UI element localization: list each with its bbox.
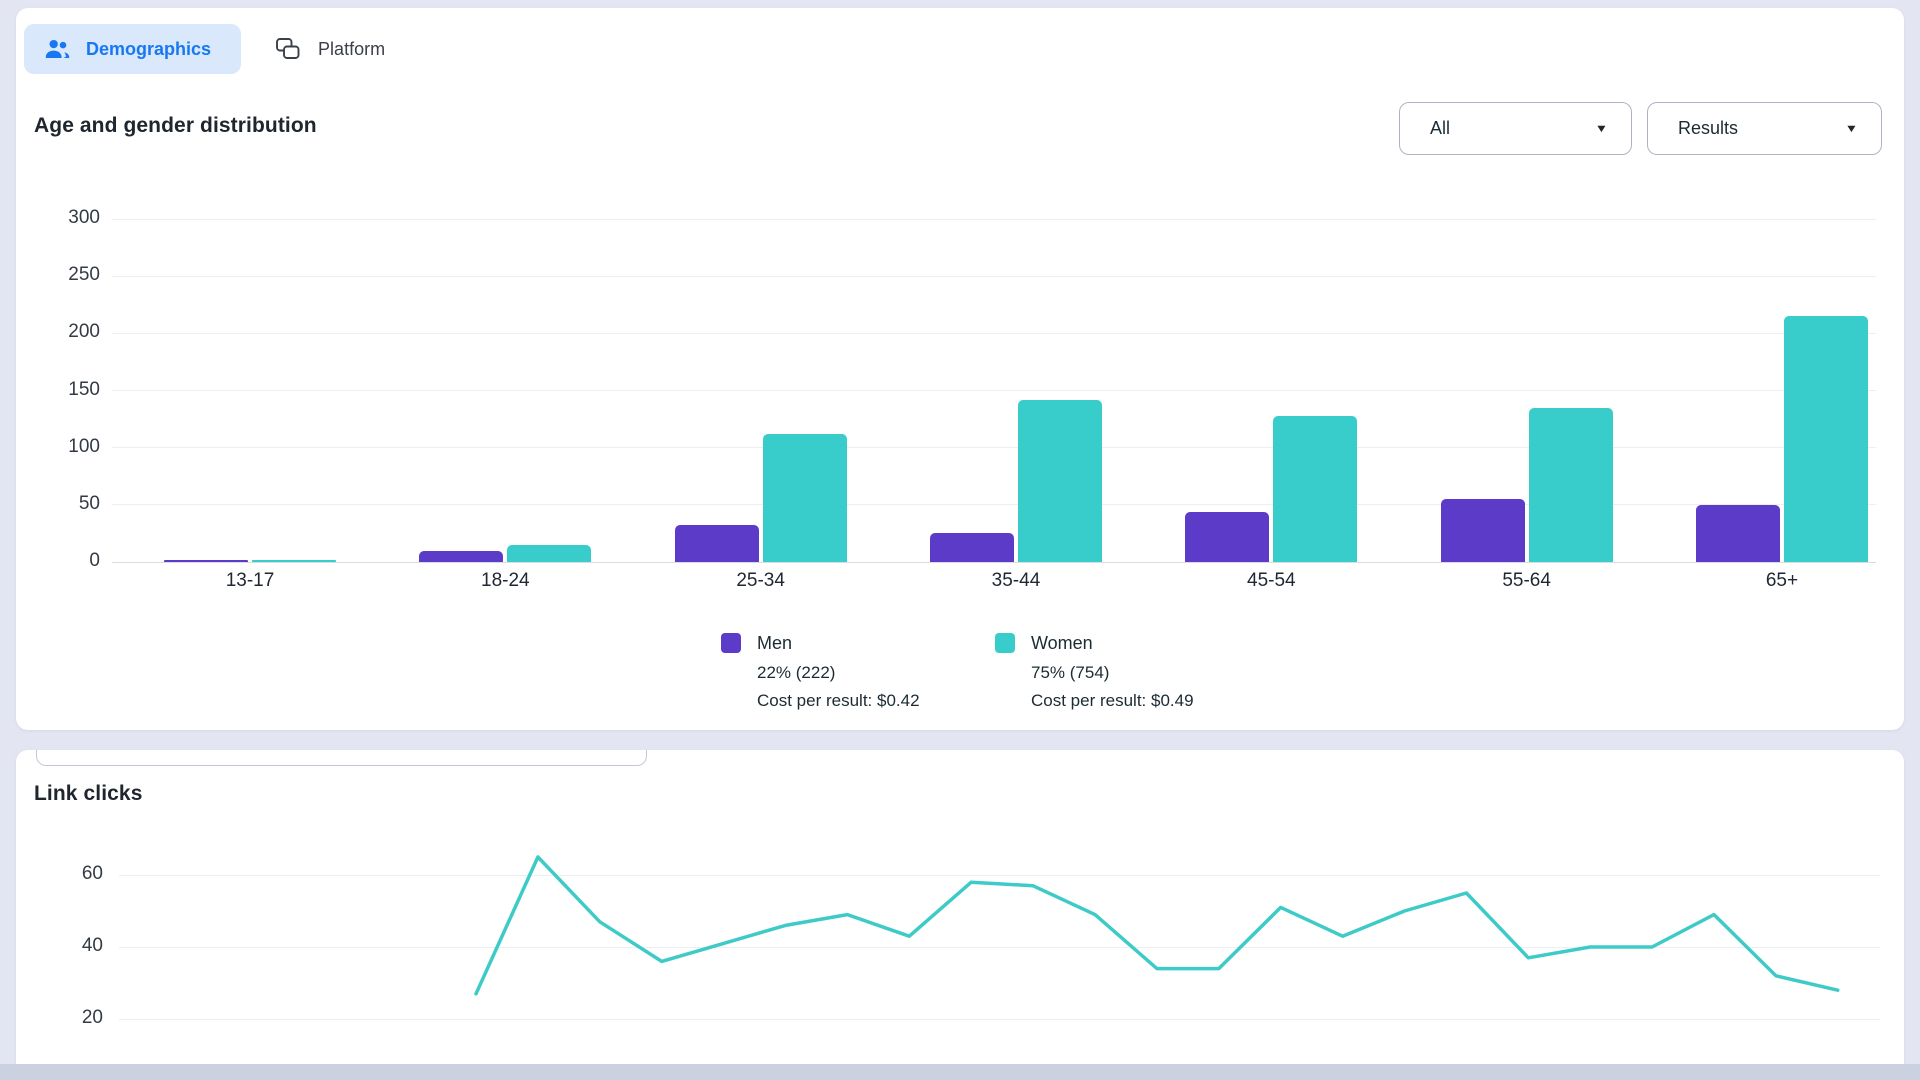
copy-icon: [275, 36, 301, 62]
x-label-25-34: 25-34: [736, 570, 785, 591]
breakdown-dropdown-value: All: [1430, 118, 1451, 138]
link-gridline-20: [119, 1018, 1880, 1020]
gridline-250: [112, 275, 1876, 277]
bar-men-18-24[interactable]: [419, 550, 504, 562]
bar-men-25-34[interactable]: [674, 525, 759, 562]
x-label-13-17: 13-17: [225, 570, 275, 591]
bar-men-35-44[interactable]: [929, 533, 1014, 562]
legend-item-men: Men 22% (222) Cost per result: $0.42: [721, 633, 920, 709]
chevron-down-icon: ▼: [1844, 122, 1859, 135]
link-gridline-60: [119, 874, 1880, 876]
bar-men-13-17[interactable]: [164, 559, 248, 562]
y-tick-250: 250: [68, 264, 100, 286]
link-clicks-grid: 60 40 20: [16, 750, 1904, 1066]
tab-demographics[interactable]: Demographics: [24, 24, 242, 74]
gridline-150: [112, 390, 1876, 391]
y-tick-100: 100: [68, 435, 100, 457]
gridline-300: [112, 218, 1876, 220]
demographics-card: Demographics Platform Age and gender dis…: [16, 8, 1904, 730]
legend-item-women: Women 75% (754) Cost per result: $0.49: [995, 633, 1194, 709]
y-tick-200: 200: [68, 321, 100, 343]
bar-men-45-54[interactable]: [1185, 511, 1270, 562]
window-bottom-edge: [0, 1064, 1920, 1080]
tab-platform-label: Platform: [318, 38, 386, 59]
bar-women-55-64[interactable]: [1528, 407, 1613, 562]
bar-men-55-64[interactable]: [1440, 499, 1525, 562]
gridline-200: [112, 332, 1876, 334]
metric-dropdown[interactable]: Results ▼: [1647, 102, 1882, 155]
people-icon: [44, 36, 71, 63]
cutoff-dropdown[interactable]: [36, 750, 647, 766]
link-y-tick-20: 20: [81, 1007, 103, 1028]
legend-women-share: 75% (754): [1031, 663, 1110, 682]
gridline-0: [112, 561, 1876, 563]
link-clicks-line-chart[interactable]: [119, 840, 1880, 1080]
legend-men-label: Men: [757, 633, 793, 653]
legend-men-share: 22% (222): [757, 663, 836, 682]
x-label-45-54: 45-54: [1247, 570, 1296, 591]
women-color-swatch: [995, 633, 1015, 653]
x-label-65+: 65+: [1765, 570, 1799, 591]
chevron-down-icon: ▼: [1594, 122, 1609, 135]
chart-tabs: Demographics Platform: [24, 24, 385, 74]
metric-dropdown-value: Results: [1678, 118, 1739, 138]
bar-women-65+[interactable]: [1783, 316, 1868, 562]
bar-women-45-54[interactable]: [1273, 415, 1358, 562]
link-y-tick-60: 60: [81, 863, 103, 884]
y-tick-150: 150: [68, 378, 100, 400]
men-color-swatch: [721, 633, 741, 653]
x-label-35-44: 35-44: [991, 570, 1041, 591]
breakdown-dropdown[interactable]: All ▼: [1399, 102, 1632, 155]
y-tick-50: 50: [78, 492, 100, 514]
age-gender-bar-chart: 300 250 200 150 100 50 0 13-17 18-24 25-34 35-44 45…: [16, 8, 1904, 730]
gridline-50: [112, 504, 1876, 506]
bar-women-25-34[interactable]: [762, 433, 847, 562]
legend-women-cost: Cost per result: $0.49: [1031, 691, 1194, 710]
gridline-100: [112, 447, 1876, 449]
link-clicks-title: Link clicks: [34, 782, 143, 805]
legend-women-label: Women: [1031, 633, 1093, 653]
link-clicks-series-line: [474, 855, 1840, 996]
bar-women-18-24[interactable]: [507, 544, 592, 562]
link-gridline-40: [119, 946, 1880, 948]
tab-platform[interactable]: Platform: [275, 24, 385, 74]
x-label-55-64: 55-64: [1502, 570, 1551, 591]
bar-women-35-44[interactable]: [1017, 399, 1102, 562]
x-label-18-24: 18-24: [481, 570, 530, 591]
age-gender-title: Age and gender distribution: [34, 114, 317, 137]
tab-demographics-label: Demographics: [86, 38, 212, 59]
bar-women-13-17[interactable]: [252, 560, 336, 562]
link-clicks-card: Link clicks 60 40 20: [16, 750, 1904, 1066]
y-tick-300: 300: [68, 207, 100, 228]
legend-men-cost: Cost per result: $0.42: [757, 691, 920, 710]
bar-men-65+[interactable]: [1695, 504, 1780, 562]
link-y-tick-40: 40: [81, 935, 103, 956]
y-tick-0: 0: [89, 550, 100, 571]
